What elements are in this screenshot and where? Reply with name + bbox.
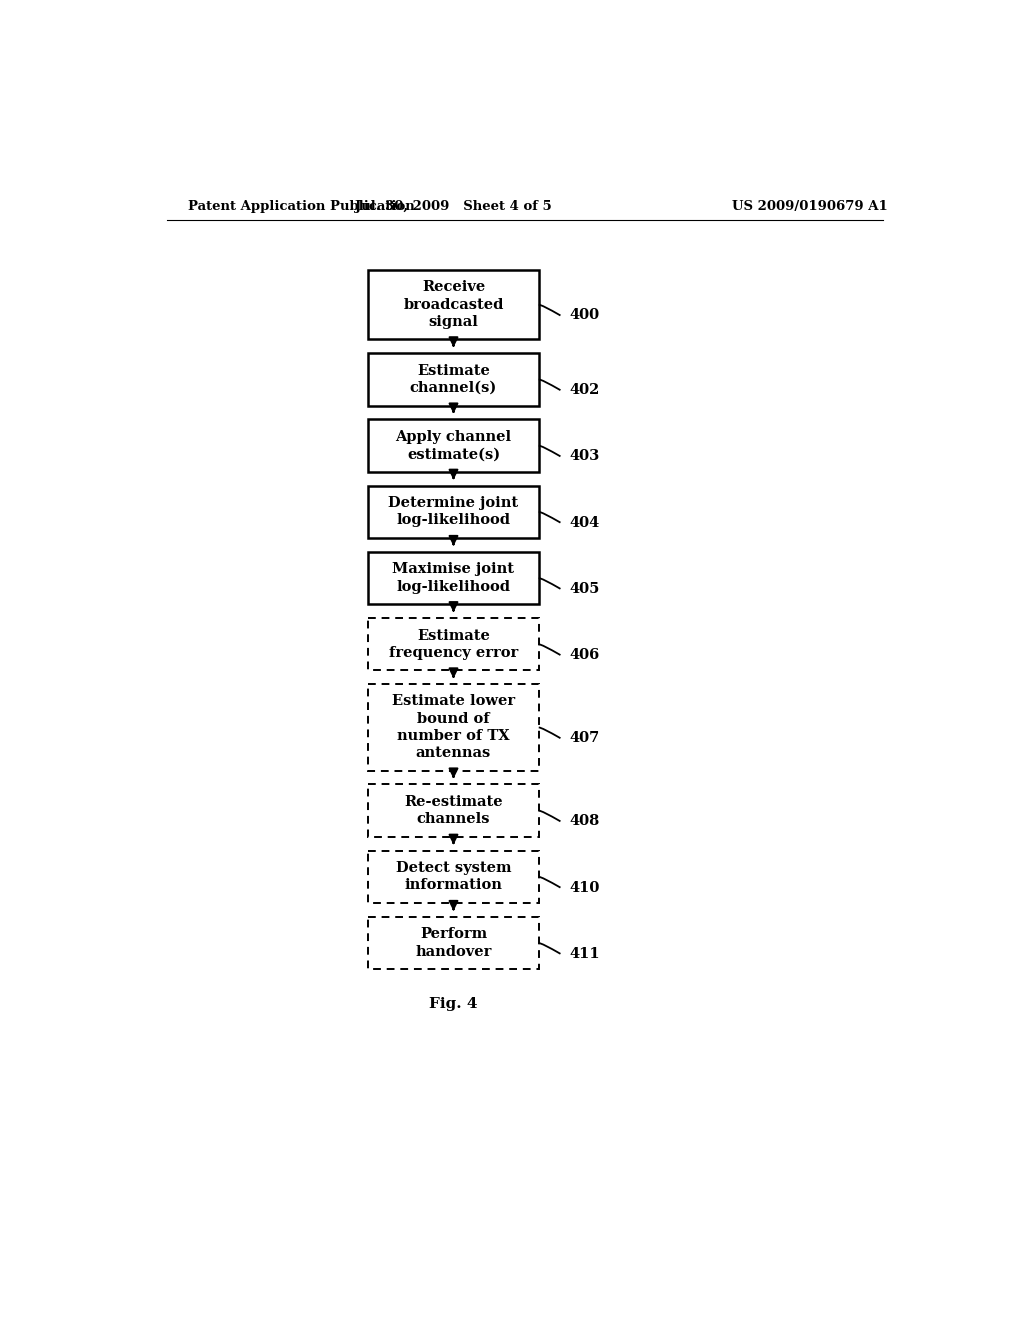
Bar	[369, 486, 539, 539]
Bar	[369, 271, 539, 339]
Text: 400: 400	[569, 309, 600, 322]
Text: 403: 403	[569, 449, 600, 463]
Text: Detect system
information: Detect system information	[395, 861, 511, 892]
Text: Estimate
channel(s): Estimate channel(s)	[410, 364, 497, 395]
Bar	[369, 917, 539, 969]
Bar	[369, 354, 539, 405]
Text: Estimate
frequency error: Estimate frequency error	[389, 628, 518, 660]
Bar	[369, 552, 539, 605]
Text: 404: 404	[569, 516, 600, 529]
Bar	[369, 618, 539, 671]
Text: Patent Application Publication: Patent Application Publication	[188, 199, 415, 213]
Text: 405: 405	[569, 582, 600, 595]
Text: Apply channel
estimate(s): Apply channel estimate(s)	[395, 430, 512, 461]
Text: Perform
handover: Perform handover	[416, 928, 492, 958]
Bar	[369, 784, 539, 837]
Text: Determine joint
log-likelihood: Determine joint log-likelihood	[388, 496, 518, 528]
Bar	[369, 850, 539, 903]
Text: Receive
broadcasted
signal: Receive broadcasted signal	[403, 280, 504, 329]
Text: US 2009/0190679 A1: US 2009/0190679 A1	[732, 199, 888, 213]
Bar	[369, 420, 539, 471]
Bar	[369, 684, 539, 771]
Text: Re-estimate
channels: Re-estimate channels	[404, 795, 503, 826]
Text: Maximise joint
log-likelihood: Maximise joint log-likelihood	[392, 562, 514, 594]
Text: 408: 408	[569, 814, 600, 829]
Text: 402: 402	[569, 383, 600, 397]
Text: 407: 407	[569, 731, 600, 746]
Text: Fig. 4: Fig. 4	[429, 997, 478, 1011]
Text: 411: 411	[569, 946, 600, 961]
Text: Jul. 30, 2009   Sheet 4 of 5: Jul. 30, 2009 Sheet 4 of 5	[355, 199, 552, 213]
Text: 406: 406	[569, 648, 600, 663]
Text: 410: 410	[569, 880, 600, 895]
Text: Estimate lower
bound of
number of TX
antennas: Estimate lower bound of number of TX ant…	[392, 694, 515, 760]
